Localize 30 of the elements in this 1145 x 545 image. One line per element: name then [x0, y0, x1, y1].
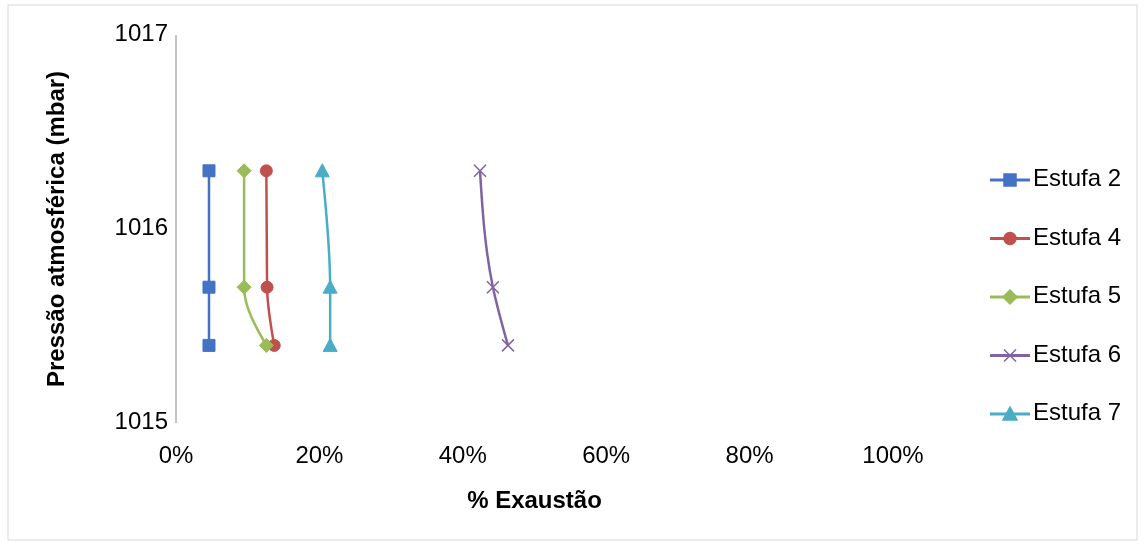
point — [236, 279, 252, 295]
legend-label: Estufa 4 — [1033, 222, 1122, 250]
x-tick-label: 80% — [725, 441, 774, 468]
point — [486, 280, 500, 294]
y-tick-label: 1016 — [114, 213, 168, 241]
point — [314, 163, 330, 178]
x-axis-title: % Exaustão — [467, 486, 602, 513]
legend-label: Estufa 7 — [1033, 398, 1122, 426]
legend-label: Estufa 5 — [1033, 281, 1122, 309]
point — [236, 163, 252, 179]
point — [202, 280, 216, 294]
point — [501, 338, 515, 353]
x-tick-label: 100% — [862, 441, 924, 468]
y-tick-label: 1015 — [114, 407, 168, 435]
point — [322, 337, 338, 352]
x-tick-label: 0% — [158, 441, 194, 468]
legend-label: Estufa 6 — [1033, 339, 1122, 367]
y-tick-label: 1017 — [114, 19, 168, 47]
legend-label: Estufa 2 — [1033, 164, 1122, 192]
point — [322, 279, 338, 294]
x-tick-label: 60% — [582, 441, 631, 468]
point — [473, 164, 487, 178]
point — [260, 280, 274, 294]
y-axis-title: Pressão atmosférica (mbar) — [42, 70, 69, 388]
point — [202, 338, 216, 352]
point — [259, 164, 273, 178]
x-tick-label: 20% — [295, 441, 344, 468]
point — [258, 337, 274, 353]
point — [202, 164, 216, 178]
x-tick-label: 40% — [438, 441, 487, 468]
